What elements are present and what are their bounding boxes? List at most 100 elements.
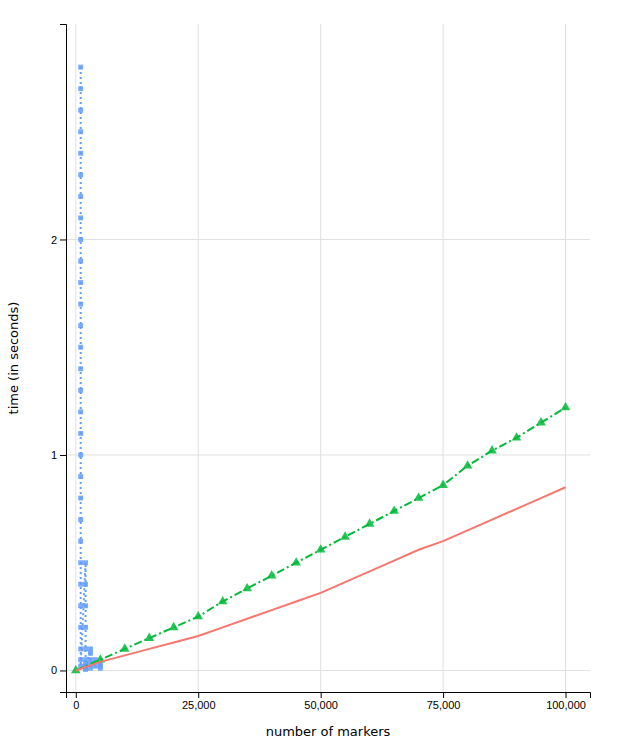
tick-mark xyxy=(60,670,66,671)
point xyxy=(78,215,83,220)
line xyxy=(81,67,101,669)
tick-mark xyxy=(60,239,66,240)
y-axis: 0 1 2 xyxy=(51,25,67,693)
point xyxy=(78,560,83,565)
grid-line xyxy=(198,24,199,692)
grid-line xyxy=(66,454,590,455)
tick: 25,000 xyxy=(182,692,216,711)
point xyxy=(340,531,350,539)
tick-label: 0 xyxy=(73,699,79,711)
point xyxy=(218,596,228,604)
point xyxy=(88,651,93,656)
point xyxy=(463,460,473,468)
point xyxy=(78,496,83,501)
tick-mark xyxy=(566,692,567,698)
tick: 75,000 xyxy=(427,692,461,711)
point xyxy=(291,557,301,565)
tick-label: 1 xyxy=(51,449,57,461)
point xyxy=(487,445,497,453)
tick-mark xyxy=(60,455,66,456)
grid-line xyxy=(565,24,566,692)
grid-line xyxy=(66,670,590,671)
point xyxy=(78,582,83,587)
point xyxy=(83,560,88,565)
axis-line xyxy=(60,25,67,693)
point xyxy=(78,86,83,91)
tick-label: 2 xyxy=(51,234,57,246)
chart: 0 25,000 50,000 75,000 100,000 0 1 2 number of m… xyxy=(0,0,620,752)
point xyxy=(83,625,88,630)
line xyxy=(76,408,566,671)
series xyxy=(76,487,566,670)
tick-label: 75,000 xyxy=(427,699,461,711)
point xyxy=(78,129,83,134)
point xyxy=(78,302,83,307)
point xyxy=(316,544,326,552)
point xyxy=(78,259,83,264)
point xyxy=(78,366,83,371)
grid-line xyxy=(443,24,444,692)
point xyxy=(83,657,88,662)
point xyxy=(78,409,83,414)
point xyxy=(389,505,399,513)
point xyxy=(78,388,83,393)
point xyxy=(88,657,93,662)
point xyxy=(83,646,88,651)
tick-label: 100,000 xyxy=(546,699,586,711)
tick: 1 xyxy=(51,449,66,461)
tick-mark xyxy=(443,692,444,698)
grid-line xyxy=(75,24,76,692)
series xyxy=(71,402,570,673)
point xyxy=(120,643,130,651)
point xyxy=(83,582,88,587)
point xyxy=(83,603,88,608)
point xyxy=(78,280,83,285)
point xyxy=(78,237,83,242)
marks xyxy=(71,65,570,674)
point xyxy=(78,194,83,199)
point xyxy=(78,151,83,156)
point xyxy=(512,432,522,440)
grid-line xyxy=(66,239,590,240)
grid xyxy=(66,24,590,692)
point xyxy=(78,453,83,458)
point xyxy=(78,603,83,608)
tick: 0 xyxy=(51,664,66,676)
point xyxy=(536,417,546,425)
tick-label: 50,000 xyxy=(304,699,338,711)
point xyxy=(242,583,252,591)
tick: 2 xyxy=(51,234,66,246)
y-axis-title: time (in seconds) xyxy=(6,302,21,415)
tick-label: 25,000 xyxy=(182,699,216,711)
point xyxy=(78,625,83,630)
point xyxy=(169,622,179,630)
tick: 0 xyxy=(73,692,79,711)
tick-mark xyxy=(321,692,322,698)
point xyxy=(78,345,83,350)
point xyxy=(78,172,83,177)
tick: 100,000 xyxy=(546,692,586,711)
point xyxy=(98,666,103,671)
point xyxy=(193,611,203,619)
point xyxy=(88,646,93,651)
point xyxy=(561,402,571,410)
x-axis-title: number of markers xyxy=(266,724,391,739)
tick: 50,000 xyxy=(304,692,338,711)
point xyxy=(365,518,375,526)
tick-mark xyxy=(76,692,77,698)
axis-line xyxy=(67,693,591,699)
line xyxy=(76,487,566,670)
point xyxy=(78,539,83,544)
point xyxy=(78,474,83,479)
point xyxy=(438,480,448,488)
x-axis: 0 25,000 50,000 75,000 100,000 xyxy=(67,692,591,711)
tick-mark xyxy=(198,692,199,698)
point xyxy=(78,657,83,662)
point xyxy=(78,108,83,113)
point xyxy=(78,646,83,651)
plot: 0 25,000 50,000 75,000 100,000 0 1 2 xyxy=(51,24,591,711)
point xyxy=(78,431,83,436)
point xyxy=(267,570,277,578)
point xyxy=(414,493,424,501)
point xyxy=(78,323,83,328)
